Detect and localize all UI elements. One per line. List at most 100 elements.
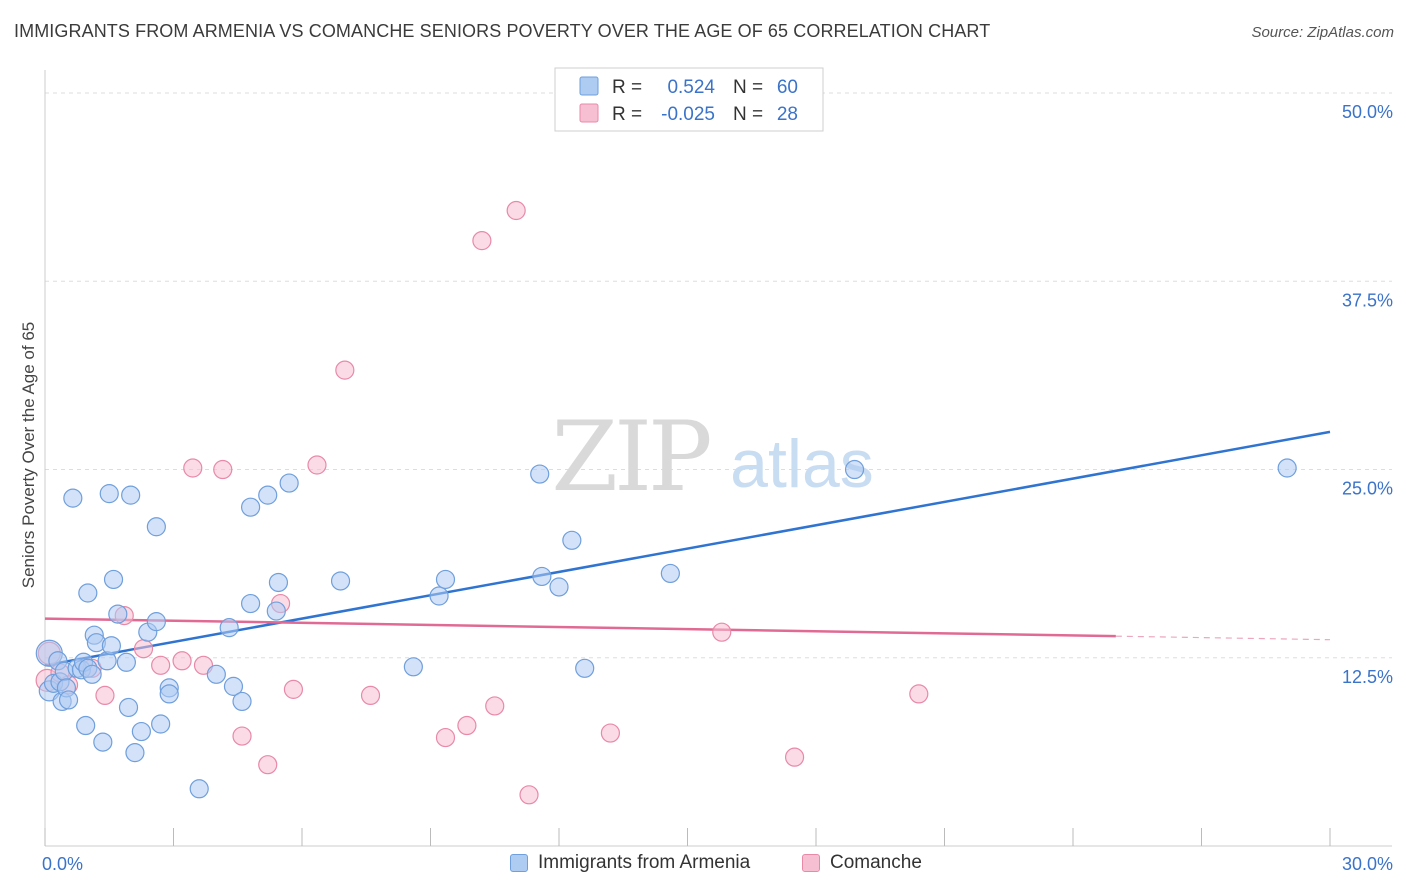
comanche-trend-line-extrapolated	[1115, 635, 1331, 641]
comanche-point-20	[435, 727, 456, 748]
stats-r-label-2: R =	[612, 104, 642, 125]
comanche-point-12	[213, 459, 233, 480]
legend-item-comanche[interactable]: Comanche	[802, 852, 922, 874]
x-tick-label-1: 30.0%	[1342, 854, 1393, 874]
comanche-point-18	[335, 360, 355, 380]
armenia-point-36	[189, 779, 209, 799]
armenia-point-26	[118, 697, 139, 718]
armenia-point-51	[530, 464, 550, 484]
comanche-point-5	[95, 685, 115, 706]
legend-label-armenia: Immigrants from Armenia	[538, 852, 751, 873]
comanche-point-10	[183, 458, 203, 478]
comanche-point-28	[784, 747, 805, 767]
stats-legend: R = 0.524 N = 60 R = -0.025 N = 28	[554, 67, 824, 132]
armenia-point-55	[575, 658, 595, 678]
armenia-point-19	[93, 732, 113, 752]
armenia-point-27	[121, 485, 141, 505]
armenia-point-37	[206, 664, 226, 684]
armenia-point-53	[549, 577, 569, 597]
comanche-point-14	[258, 755, 278, 775]
armenia-point-42	[241, 593, 261, 614]
armenia-point-54	[562, 530, 582, 550]
armenia-point-33	[151, 714, 171, 734]
comanche-point-7	[133, 639, 154, 659]
comanche-point-22	[472, 231, 492, 251]
comanche-point-24	[506, 200, 526, 221]
armenia-point-46	[279, 473, 299, 493]
series-legend: Immigrants from Armenia Comanche	[0, 850, 1406, 880]
y-axis-label: Seniors Poverty Over the Age of 65	[19, 322, 38, 588]
stats-swatch-blue	[579, 76, 599, 96]
gridlines	[45, 92, 1392, 659]
armenia-point-50	[435, 569, 456, 590]
y-tick-label-0: 12.5%	[1342, 667, 1393, 687]
armenia-point-24	[108, 604, 128, 624]
armenia-point-15	[78, 583, 98, 603]
armenia-point-39	[223, 676, 244, 696]
armenia-point-28	[125, 743, 145, 763]
armenia-point-47	[330, 571, 351, 591]
comanche-trend-line	[44, 617, 1116, 638]
stats-n-value-1: 60	[777, 77, 798, 98]
legend-swatch-blue	[510, 854, 528, 872]
armenia-point-38	[219, 618, 239, 638]
armenia-point-40	[232, 691, 252, 712]
watermark-zip: ZIP	[551, 401, 710, 513]
comanche-point-8	[151, 655, 171, 675]
comanche-point-21	[457, 715, 477, 736]
armenia-point-25	[116, 652, 136, 672]
y-tick-labels: 12.5% 25.0% 37.5% 50.0%	[1342, 102, 1393, 687]
watermark: ZIP atlas	[551, 401, 873, 513]
comanche-point-27	[712, 622, 732, 642]
comanche-point-9	[172, 651, 192, 671]
x-tick-label-0: 0.0%	[42, 854, 83, 874]
armenia-point-29	[131, 721, 151, 742]
armenia-point-9	[63, 488, 83, 508]
armenia-point-23	[103, 569, 124, 590]
stats-n-label-2: N =	[733, 104, 763, 125]
comanche-point-26	[600, 723, 621, 743]
stats-n-label-1: N =	[733, 77, 763, 98]
legend-label-comanche: Comanche	[830, 852, 922, 873]
armenia-point-21	[99, 484, 119, 504]
legend-swatch-pink	[802, 854, 820, 872]
source-label: Source: ZipAtlas.com	[1251, 24, 1394, 41]
comanche-point-17	[307, 455, 327, 475]
armenia-point-56	[660, 563, 680, 584]
comanche-point-13	[232, 726, 252, 746]
armenia-point-32	[146, 517, 166, 537]
armenia-point-43	[258, 485, 278, 505]
armenia-point-57	[844, 459, 865, 480]
comanche-point-29	[909, 684, 929, 704]
armenia-point-58	[1277, 458, 1297, 478]
stats-r-label-1: R =	[612, 77, 642, 98]
data-points	[35, 200, 1297, 805]
y-tick-label-3: 50.0%	[1342, 102, 1393, 122]
armenia-point-35	[159, 684, 179, 704]
stats-n-value-2: 28	[777, 104, 798, 125]
armenia-point-8	[58, 690, 79, 710]
armenia-point-52	[532, 566, 552, 587]
stats-swatch-pink	[579, 103, 599, 123]
y-tick-label-1: 25.0%	[1342, 479, 1393, 499]
armenia-point-49	[429, 586, 449, 606]
armenia-point-44	[266, 601, 286, 621]
y-tick-label-2: 37.5%	[1342, 290, 1393, 310]
comanche-point-19	[360, 685, 381, 706]
comanche-point-23	[485, 696, 505, 716]
x-tick-labels: 0.0% 30.0%	[42, 854, 1393, 874]
comanche-point-25	[519, 785, 539, 805]
axes	[44, 70, 1392, 847]
armenia-trend-line	[44, 430, 1331, 667]
armenia-point-48	[403, 657, 423, 677]
armenia-point-31	[146, 612, 166, 632]
armenia-point-16	[82, 664, 102, 684]
armenia-point-22	[101, 636, 121, 656]
comanche-point-16	[283, 679, 304, 699]
armenia-point-45	[268, 572, 289, 593]
stats-r-value-2: -0.025	[661, 104, 715, 125]
stats-r-value-1: 0.524	[667, 77, 715, 98]
armenia-point-41	[241, 497, 261, 517]
legend-item-armenia[interactable]: Immigrants from Armenia	[510, 852, 750, 874]
